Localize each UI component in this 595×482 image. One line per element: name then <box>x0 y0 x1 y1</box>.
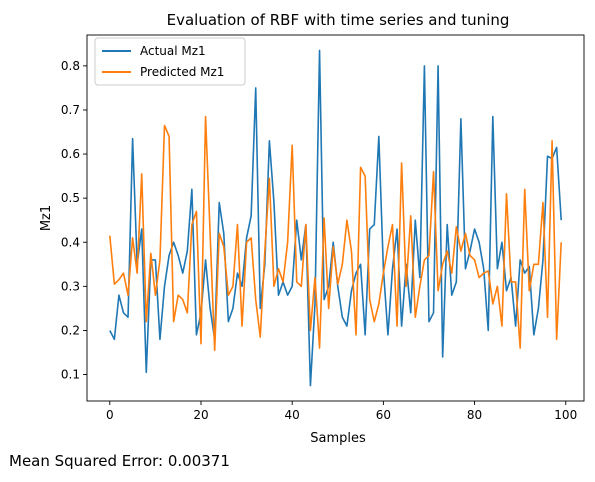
x-tick-label: 80 <box>467 408 482 422</box>
y-tick-label: 0.1 <box>61 368 80 382</box>
legend-box <box>94 37 246 86</box>
legend: Actual Mz1 Predicted Mz1 <box>94 37 246 86</box>
series-line-1 <box>109 49 562 387</box>
y-tick-label: 0.8 <box>61 59 80 73</box>
legend-label: Predicted Mz1 <box>140 65 224 79</box>
x-tick-label: 20 <box>193 408 208 422</box>
legend-label: Actual Mz1 <box>140 44 206 58</box>
y-tick-label: 0.6 <box>61 147 80 161</box>
y-axis-label: Mz1 <box>39 205 54 231</box>
x-axis-label: Samples <box>310 431 366 446</box>
y-tick-label: 0.7 <box>61 103 80 117</box>
plot-frame <box>86 34 585 402</box>
y-tick-label: 0.3 <box>61 279 80 293</box>
mean-squared-error-text: Mean Squared Error: 0.00371 <box>9 452 230 470</box>
x-tick-label: 40 <box>285 408 300 422</box>
x-tick-label: 0 <box>106 408 114 422</box>
x-tick-label: 60 <box>376 408 391 422</box>
y-tick-label: 0.4 <box>61 235 80 249</box>
chart-title: Evaluation of RBF with time series and t… <box>167 11 510 29</box>
y-tick-label: 0.5 <box>61 191 80 205</box>
series-line-2 <box>109 115 562 352</box>
x-tick-label: 100 <box>554 408 577 422</box>
y-tick-label: 0.2 <box>61 323 80 337</box>
plot-area: 0 20 40 60 80 100 0.1 0.2 0.3 0.4 0.5 0.6 0.7 0.8 Actu… <box>61 34 585 422</box>
